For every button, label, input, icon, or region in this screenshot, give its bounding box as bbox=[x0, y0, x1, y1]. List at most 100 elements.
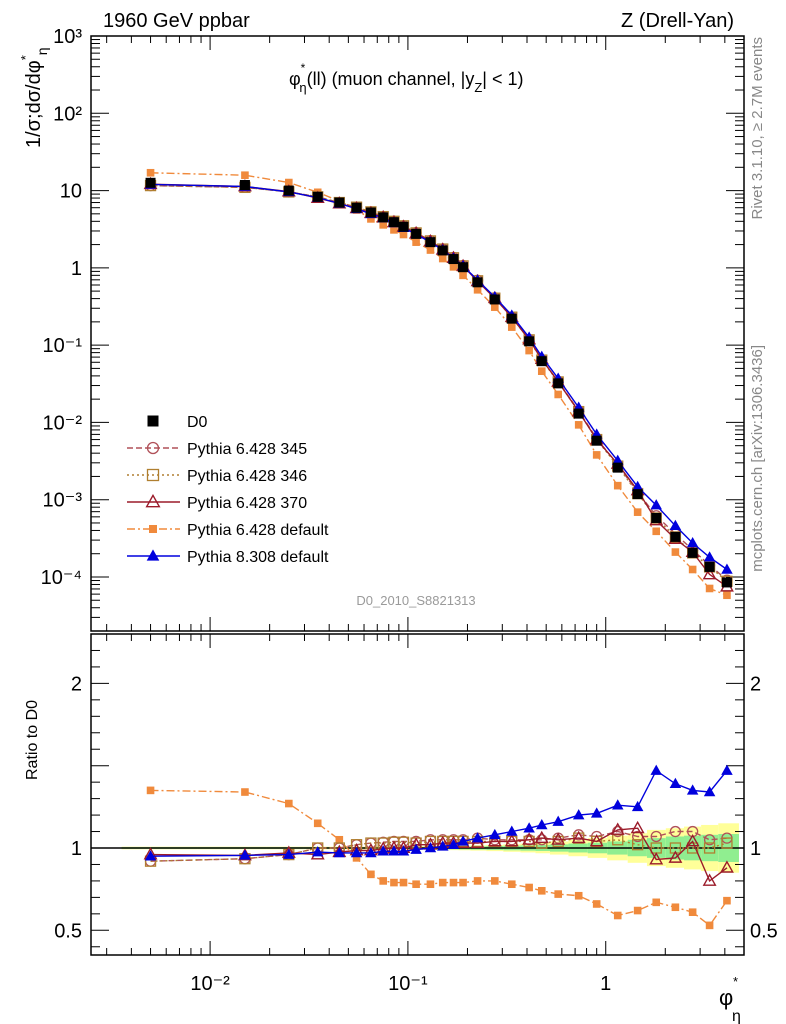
marker-square-open bbox=[632, 839, 644, 851]
y-tick-label: 10⁻² bbox=[43, 412, 83, 434]
marker-triangle bbox=[146, 549, 160, 561]
svg-text:φ*η(ll) (muon channel, |yZ| <: φ* η(ll) (muon channel, |yZ| < 1) bbox=[289, 61, 523, 95]
header-right-label: Z (Drell-Yan) bbox=[621, 10, 734, 32]
marker-triangle-open bbox=[702, 566, 717, 580]
y-tick-label: 10³ bbox=[53, 26, 82, 48]
ratio-y-tick-label-right: 1 bbox=[750, 838, 761, 860]
marker-square bbox=[491, 303, 499, 311]
marker-square bbox=[365, 207, 376, 218]
marker-square bbox=[507, 880, 516, 889]
marker-square bbox=[379, 221, 387, 229]
marker-triangle bbox=[506, 825, 518, 836]
series-line-p346 bbox=[150, 837, 728, 862]
marker-triangle bbox=[611, 799, 624, 810]
marker-triangle bbox=[631, 800, 644, 812]
x-tick-label: 10⁻¹ bbox=[388, 973, 428, 995]
marker-triangle bbox=[424, 842, 437, 853]
marker-square bbox=[671, 903, 680, 912]
marker-square bbox=[411, 228, 422, 239]
marker-triangle bbox=[686, 784, 699, 795]
marker-square bbox=[459, 271, 467, 280]
marker-square bbox=[723, 591, 731, 600]
marker-triangle bbox=[144, 850, 157, 861]
marker-square bbox=[437, 245, 448, 256]
marker-triangle bbox=[721, 764, 733, 775]
marker-square bbox=[448, 254, 459, 265]
title-eta: η bbox=[299, 80, 306, 95]
marker-square-open bbox=[146, 468, 160, 482]
series-p8 bbox=[144, 764, 733, 861]
header-left-label: 1960 GeV ppbar bbox=[103, 10, 250, 32]
analysis-id-label: D0_2010_S8821313 bbox=[356, 593, 475, 608]
marker-square bbox=[652, 898, 661, 907]
marker-square bbox=[574, 421, 583, 429]
marker-triangle-open bbox=[685, 833, 700, 847]
marker-square bbox=[449, 878, 458, 887]
marker-square bbox=[537, 887, 546, 895]
marker-square bbox=[633, 906, 642, 915]
y-tick-label: 10⁻¹ bbox=[43, 335, 83, 357]
marker-square bbox=[438, 254, 447, 263]
marker-triangle-open bbox=[145, 493, 161, 508]
marker-square bbox=[721, 577, 732, 588]
series-p8 bbox=[144, 178, 733, 574]
marker-square bbox=[473, 877, 482, 885]
marker-square bbox=[705, 584, 714, 593]
main-y-label-eta: η bbox=[34, 47, 50, 55]
marker-triangle bbox=[590, 807, 603, 818]
marker-square bbox=[491, 877, 499, 885]
marker-triangle bbox=[333, 846, 346, 858]
marker-square bbox=[525, 883, 533, 892]
legend-label: Pythia 6.428 345 bbox=[187, 441, 307, 458]
marker-triangle bbox=[489, 828, 501, 840]
marker-square bbox=[146, 168, 155, 177]
marker-square bbox=[313, 819, 322, 828]
marker-square bbox=[507, 323, 516, 331]
marker-triangle bbox=[572, 809, 585, 820]
marker-triangle bbox=[410, 843, 422, 854]
y-tick-label: 10⁻³ bbox=[43, 490, 83, 512]
legend-label: Pythia 8.308 default bbox=[187, 549, 329, 566]
series-p6def bbox=[146, 786, 731, 930]
marker-triangle bbox=[552, 815, 564, 826]
y-tick-label: 1 bbox=[71, 258, 82, 280]
marker-square bbox=[688, 565, 697, 574]
marker-square bbox=[285, 799, 293, 808]
marker-square bbox=[525, 346, 533, 355]
marker-square bbox=[335, 835, 344, 844]
marker-triangle bbox=[523, 822, 535, 833]
title-z: Z bbox=[474, 80, 482, 95]
ratio-y-tick-label-right: 0.5 bbox=[750, 920, 778, 942]
ratio-y-tick-label: 0.5 bbox=[54, 920, 82, 942]
x-label-phi: φ bbox=[719, 985, 733, 1010]
marker-triangle-open bbox=[610, 822, 625, 835]
marker-triangle-open bbox=[630, 820, 645, 834]
marker-square bbox=[390, 878, 398, 887]
marker-square bbox=[426, 246, 435, 254]
marker-triangle bbox=[703, 551, 716, 562]
marker-triangle bbox=[388, 845, 400, 856]
marker-square bbox=[574, 891, 583, 900]
marker-square bbox=[149, 525, 157, 533]
legend-item-p346: Pythia 6.428 346 bbox=[127, 468, 307, 485]
marker-square bbox=[554, 890, 562, 898]
ratio-frame bbox=[90, 633, 745, 956]
marker-triangle bbox=[436, 840, 449, 851]
marker-triangle bbox=[283, 848, 295, 859]
legend-label: D0 bbox=[187, 414, 208, 431]
marker-triangle bbox=[471, 832, 484, 843]
marker-square bbox=[553, 378, 564, 389]
marker-square bbox=[425, 237, 436, 248]
marker-square bbox=[399, 230, 408, 239]
marker-triangle bbox=[350, 846, 363, 858]
marker-square bbox=[283, 185, 294, 196]
marker-square bbox=[459, 878, 467, 887]
legend-label: Pythia 6.428 370 bbox=[187, 495, 307, 512]
y-tick-label: 10⁻⁴ bbox=[41, 567, 82, 589]
marker-square bbox=[705, 921, 714, 930]
mcplots-label: mcplots.cern.ch [arXiv:1306.3436] bbox=[749, 345, 766, 572]
legend-item-p345: Pythia 6.428 345 bbox=[127, 441, 307, 458]
marker-square bbox=[651, 512, 662, 523]
marker-square bbox=[613, 481, 622, 490]
marker-square bbox=[592, 900, 601, 908]
